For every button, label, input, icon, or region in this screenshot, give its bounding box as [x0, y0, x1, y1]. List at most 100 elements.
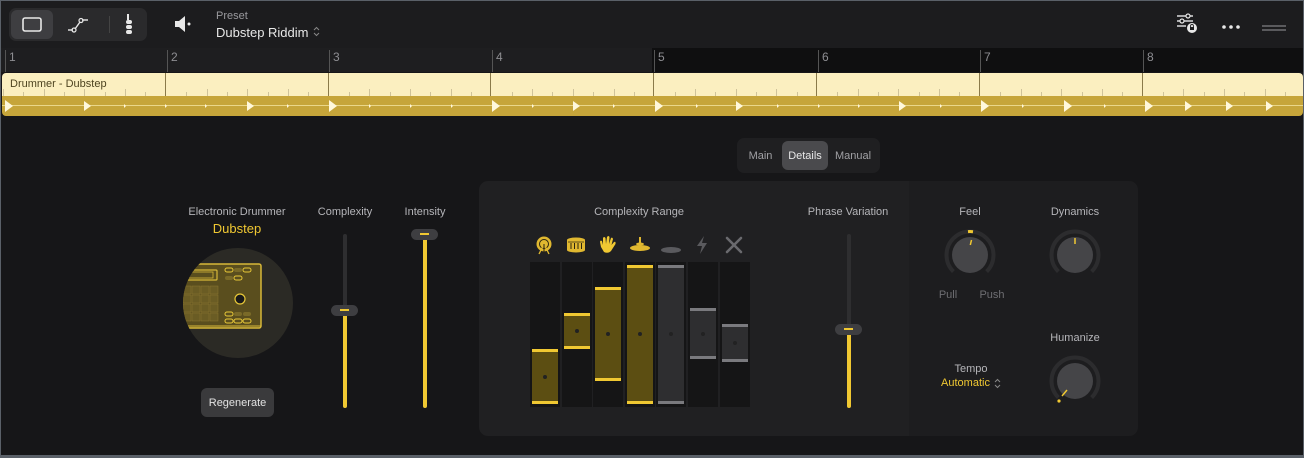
region-grid-tick — [490, 73, 492, 96]
phrase-variation-slider[interactable] — [847, 234, 851, 408]
region-grid-tick — [1000, 92, 1002, 96]
drum-hit-marker — [451, 104, 453, 108]
humanize-knob[interactable] — [1046, 352, 1104, 415]
tab-main[interactable]: Main — [748, 149, 773, 162]
hand-clap-icon[interactable] — [598, 235, 618, 260]
intensity-slider[interactable] — [423, 235, 427, 408]
complexity-range-percussion[interactable] — [719, 262, 750, 407]
kick-drum-icon[interactable] — [534, 235, 554, 260]
drum-hit-marker — [940, 104, 942, 108]
region-grid-tick — [287, 89, 289, 96]
region-grid-tick — [186, 92, 188, 96]
phrase-variation-label: Phrase Variation — [807, 206, 889, 218]
complexity-range-kick[interactable] — [530, 262, 560, 407]
feel-panel — [909, 181, 1138, 436]
ruler-cycle-area — [1, 48, 652, 72]
range-upper-cap[interactable] — [532, 349, 558, 352]
range-upper-cap[interactable] — [721, 324, 748, 328]
range-upper-cap[interactable] — [563, 312, 590, 316]
region-grid-tick — [1061, 89, 1063, 96]
region-grid-tick — [918, 92, 920, 96]
region-grid-tick — [471, 92, 473, 96]
region-grid-tick — [572, 89, 574, 96]
hihat-icon[interactable] — [629, 237, 651, 258]
complexity-range-fx[interactable] — [688, 262, 718, 407]
tab-manual[interactable]: Manual — [834, 149, 872, 162]
complexity-range-cymbal[interactable] — [656, 262, 687, 407]
preset-selector[interactable]: Dubstep Riddim — [216, 25, 320, 40]
range-upper-cap[interactable] — [690, 308, 716, 312]
complexity-range-hihat[interactable] — [624, 262, 655, 407]
drum-hit-marker — [205, 104, 207, 108]
complexity-range-label: Complexity Range — [594, 206, 684, 218]
feel-knob[interactable] — [941, 226, 999, 289]
phrase-variation-slider-thumb[interactable] — [835, 324, 862, 335]
feel-push-label: Push — [979, 289, 1005, 301]
region-grid-tick — [104, 92, 106, 96]
region-grid-tick — [878, 92, 880, 96]
tempo-value: Automatic — [941, 377, 990, 389]
tab-details[interactable]: Details — [782, 141, 828, 170]
drag-handle[interactable] — [1261, 19, 1287, 37]
range-lower-cap[interactable] — [690, 356, 716, 360]
drummer-avatar[interactable] — [183, 248, 293, 358]
drum-hit-marker — [329, 100, 337, 112]
mixer-settings-button[interactable] — [1176, 13, 1200, 40]
complexity-range-snare[interactable] — [561, 262, 592, 407]
preset-label: Preset — [216, 10, 248, 22]
ruler-bar-1: 1 — [5, 50, 16, 72]
region-grid-tick — [857, 89, 859, 96]
tempo-selector[interactable]: Automatic — [931, 377, 1011, 389]
drum-hit-marker — [818, 104, 820, 108]
range-center-dot — [543, 374, 547, 379]
range-lower-cap[interactable] — [563, 346, 590, 349]
complexity-range-handle[interactable] — [721, 324, 748, 363]
sticks-x-icon[interactable] — [724, 235, 744, 260]
intensity-slider-thumb[interactable] — [411, 229, 438, 240]
range-upper-cap[interactable] — [595, 286, 622, 290]
intensity-label: Intensity — [404, 206, 446, 218]
complexity-range-handle[interactable] — [563, 312, 590, 349]
range-lower-cap[interactable] — [658, 401, 685, 405]
region-grid-tick — [1141, 73, 1143, 96]
regenerate-button[interactable]: Regenerate — [201, 388, 274, 417]
region-grid-tick — [23, 92, 25, 96]
complexity-range-handle[interactable] — [595, 286, 622, 381]
region-grid-tick — [348, 92, 350, 96]
tempo-label: Tempo — [954, 363, 988, 375]
drum-hit-marker — [5, 100, 13, 112]
automation-view-button[interactable] — [57, 10, 99, 39]
drum-hit-marker — [532, 104, 534, 108]
drum-hit-marker — [287, 104, 289, 108]
drummer-name: Dubstep — [212, 221, 262, 236]
drummer-region[interactable]: Drummer - Dubstep — [2, 73, 1303, 116]
complexity-slider-thumb[interactable] — [331, 305, 358, 316]
range-upper-cap[interactable] — [626, 264, 653, 268]
complexity-range-claps[interactable] — [593, 262, 624, 407]
more-button[interactable] — [1221, 17, 1241, 35]
snare-drum-icon[interactable] — [566, 237, 586, 258]
cymbal-icon[interactable] — [660, 241, 682, 259]
drum-hit-marker — [858, 104, 860, 108]
range-lower-cap[interactable] — [626, 401, 653, 405]
speaker-button[interactable] — [173, 15, 193, 38]
range-center-dot — [574, 328, 579, 333]
range-lower-cap[interactable] — [595, 377, 622, 381]
complexity-slider-fill — [343, 311, 347, 408]
range-upper-cap[interactable] — [658, 264, 685, 268]
range-lower-cap[interactable] — [532, 401, 558, 405]
lightning-icon[interactable] — [695, 235, 709, 260]
drummer-category: Electronic Drummer — [188, 206, 286, 218]
complexity-range-handle[interactable] — [658, 264, 685, 405]
range-center-dot — [701, 331, 705, 336]
knob-icon — [944, 229, 996, 274]
region-view-button[interactable] — [11, 10, 53, 39]
complexity-range-handle[interactable] — [532, 349, 558, 405]
drummer-view-button[interactable] — [113, 10, 145, 39]
complexity-range-handle[interactable] — [626, 264, 653, 405]
timeline-ruler[interactable]: 1 2 3 4 5 6 7 8 — [1, 48, 1303, 72]
range-lower-cap[interactable] — [721, 359, 748, 363]
dynamics-knob[interactable] — [1046, 226, 1104, 289]
region-grid-tick — [327, 73, 329, 96]
complexity-range-handle[interactable] — [690, 308, 716, 360]
